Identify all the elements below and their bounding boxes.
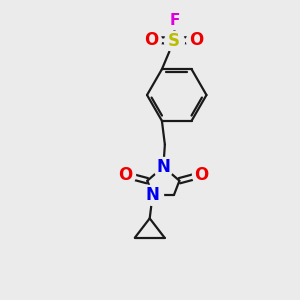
Text: O: O — [195, 166, 209, 184]
Text: O: O — [118, 166, 132, 184]
Text: N: N — [156, 158, 170, 176]
Text: S: S — [168, 32, 180, 50]
Text: F: F — [170, 13, 181, 28]
Text: N: N — [146, 186, 160, 204]
Text: O: O — [144, 31, 159, 49]
Text: O: O — [189, 31, 203, 49]
